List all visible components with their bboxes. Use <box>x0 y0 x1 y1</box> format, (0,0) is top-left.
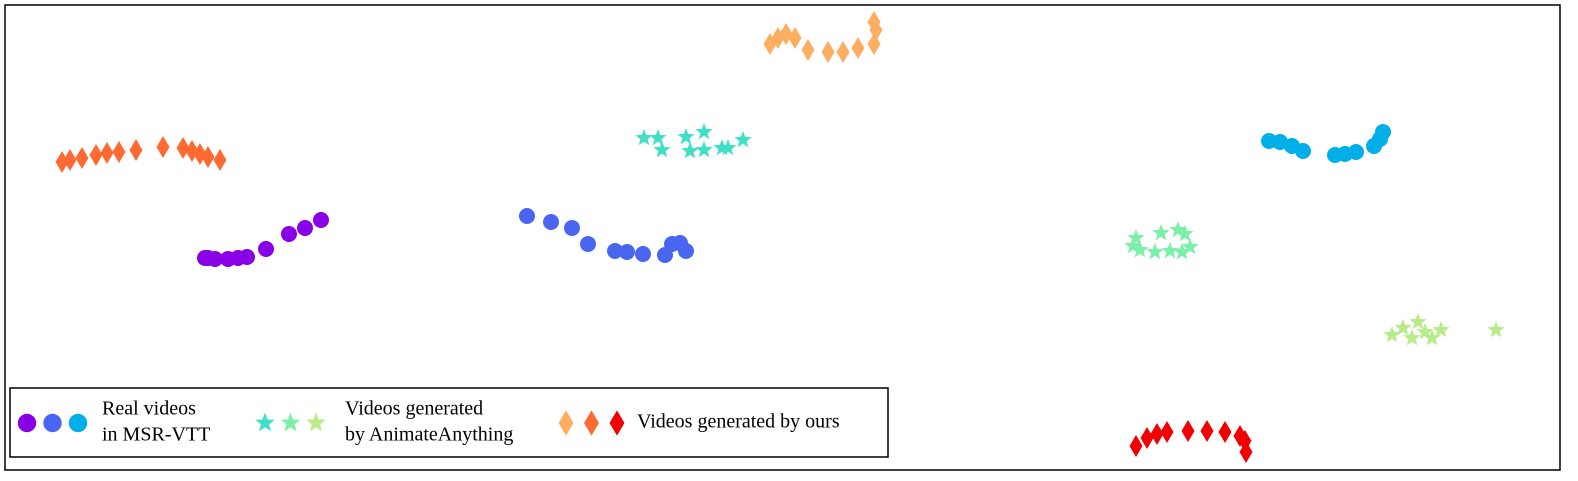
data-point <box>1383 326 1401 343</box>
data-point <box>678 243 694 259</box>
data-point <box>129 139 143 161</box>
data-point <box>851 37 865 59</box>
data-point <box>788 27 802 49</box>
data-point <box>779 23 793 45</box>
data-point <box>1348 144 1364 160</box>
legend-label: Videos generated <box>345 398 483 420</box>
data-point <box>1131 241 1149 258</box>
data-point <box>201 146 215 168</box>
data-point <box>543 214 559 230</box>
data-point <box>1160 421 1174 443</box>
data-point <box>1169 221 1187 238</box>
data-point <box>1423 329 1441 346</box>
data-point <box>519 208 535 224</box>
data-point <box>695 141 713 158</box>
data-point <box>281 226 297 242</box>
data-point <box>653 141 671 158</box>
data-point <box>75 147 89 169</box>
data-point <box>695 123 713 140</box>
legend-marker <box>68 413 88 433</box>
legend-marker <box>43 413 62 433</box>
legend-box <box>9 387 889 458</box>
data-point <box>1152 224 1170 241</box>
data-point <box>1161 242 1179 259</box>
data-point <box>1432 321 1450 338</box>
data-point <box>1375 124 1391 140</box>
legend-marker <box>306 412 326 432</box>
legend-label: Real videos <box>102 398 196 420</box>
data-point <box>635 246 651 262</box>
data-point <box>1146 243 1164 260</box>
data-point <box>100 142 114 164</box>
data-point <box>1150 423 1164 445</box>
data-point <box>801 39 815 61</box>
data-point <box>635 129 653 146</box>
data-point <box>619 244 635 260</box>
data-point <box>1181 238 1199 255</box>
legend-marker <box>280 412 301 432</box>
legend-marker <box>584 410 599 436</box>
data-point <box>1487 321 1505 338</box>
data-point <box>649 129 667 146</box>
data-point <box>1140 427 1154 449</box>
data-point <box>1239 441 1253 463</box>
data-point <box>55 151 69 173</box>
data-point <box>239 249 255 265</box>
data-point <box>607 243 623 259</box>
data-point <box>821 41 835 63</box>
legend-label: in MSR-VTT <box>102 424 210 446</box>
data-point <box>207 251 223 267</box>
data-point <box>213 149 227 171</box>
data-point <box>1127 229 1145 246</box>
data-point <box>1176 225 1194 242</box>
data-point <box>1129 435 1143 457</box>
data-point <box>734 131 752 148</box>
data-point <box>297 220 313 236</box>
data-point <box>836 41 850 63</box>
data-point <box>258 241 274 257</box>
plot-frame <box>4 4 1561 471</box>
data-point <box>867 11 881 33</box>
data-point <box>313 212 329 228</box>
data-point <box>1416 323 1434 340</box>
data-point <box>1173 243 1191 260</box>
data-point <box>1409 313 1427 330</box>
data-point <box>681 142 699 159</box>
legend-label: by AnimateAnything <box>345 424 513 446</box>
data-point <box>719 139 737 156</box>
legend-marker <box>609 410 625 436</box>
data-point <box>63 149 77 171</box>
legend-marker <box>17 413 37 433</box>
legend-marker <box>558 410 574 436</box>
data-point <box>112 141 126 163</box>
data-point <box>1394 319 1412 336</box>
data-point <box>176 137 190 159</box>
data-point <box>1200 420 1214 442</box>
data-point <box>580 236 596 252</box>
data-point <box>1124 237 1142 254</box>
data-point <box>1218 421 1232 443</box>
data-point <box>1295 143 1311 159</box>
legend-marker <box>255 412 275 432</box>
data-point <box>677 128 695 145</box>
legend-label: Videos generated by ours <box>637 411 840 433</box>
data-point <box>1403 329 1421 346</box>
data-point <box>156 136 170 158</box>
data-point <box>1181 420 1195 442</box>
data-point <box>89 144 103 166</box>
data-point <box>564 220 580 236</box>
